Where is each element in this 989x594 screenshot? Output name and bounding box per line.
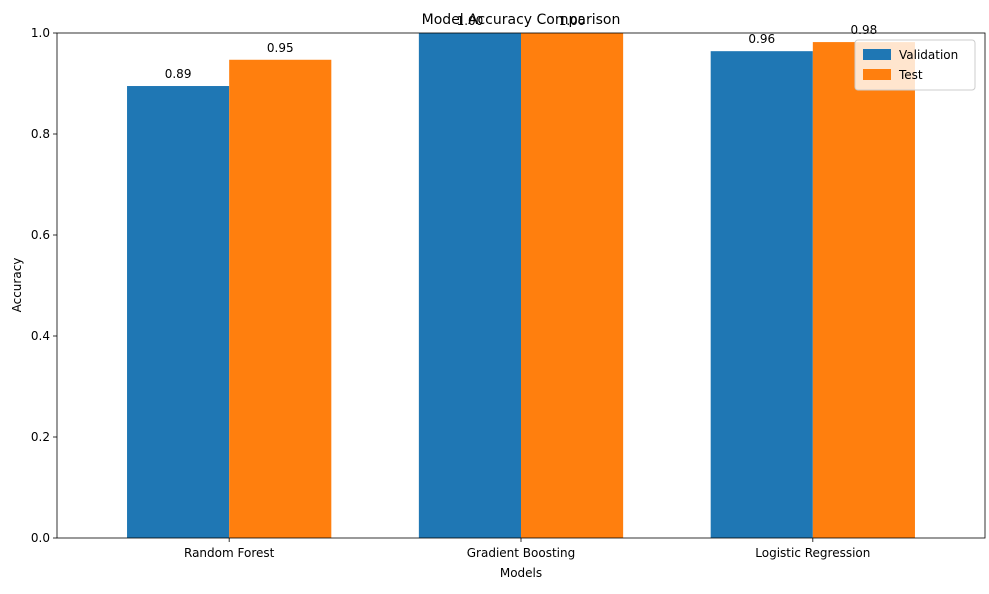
bar-validation-1 <box>418 33 521 538</box>
bar-validation-2 <box>710 51 813 539</box>
y-tick-label: 0.0 <box>31 531 50 545</box>
legend-swatch-test <box>863 69 891 80</box>
bar-test-2 <box>812 42 915 539</box>
y-tick-label: 0.4 <box>31 329 50 343</box>
legend-label-validation: Validation <box>899 48 958 62</box>
legend-label-test: Test <box>898 68 923 82</box>
legend-swatch-validation <box>863 49 891 60</box>
x-tick-label: Random Forest <box>184 546 275 560</box>
x-axis-label: Models <box>500 566 542 580</box>
bar-value-label: 1.00 <box>457 14 484 28</box>
y-tick-label: 0.2 <box>31 430 50 444</box>
y-axis-label: Accuracy <box>10 258 24 313</box>
x-tick-label: Gradient Boosting <box>467 546 575 560</box>
bar-value-label: 0.98 <box>851 23 878 37</box>
bar-validation-0 <box>127 86 230 539</box>
bar-value-label: 0.89 <box>165 67 192 81</box>
y-tick-label: 0.8 <box>31 127 50 141</box>
bar-value-label: 1.00 <box>559 14 586 28</box>
x-tick-label: Logistic Regression <box>755 546 870 560</box>
legend: Validation Test <box>854 39 976 91</box>
y-tick-label: 1.0 <box>31 26 50 40</box>
bar-test-1 <box>521 33 624 538</box>
y-tick-label: 0.6 <box>31 228 50 242</box>
bar-value-label: 0.96 <box>748 32 775 46</box>
chart-title: Model Accuracy Comparison <box>422 12 621 28</box>
bar-test-0 <box>229 59 332 538</box>
bar-value-label: 0.95 <box>267 41 294 55</box>
plot-area: 0.89 1.00 0.96 0.95 1.00 0.98 0.0 0.2 0.4 0.6 0.8 1… <box>31 14 986 560</box>
